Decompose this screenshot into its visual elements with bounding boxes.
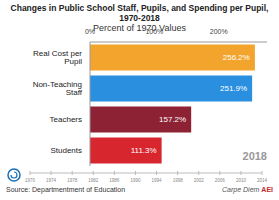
svg-text:200%: 200% <box>210 28 228 35</box>
svg-text:1986: 1986 <box>109 178 120 183</box>
svg-text:2010: 2010 <box>236 178 247 183</box>
svg-text:2006: 2006 <box>215 178 226 183</box>
svg-text:1974: 1974 <box>46 178 57 183</box>
svg-text:Non-TeachingStaff: Non-TeachingStaff <box>33 80 83 97</box>
svg-text:111.3%: 111.3% <box>131 146 157 155</box>
svg-text:256.2%: 256.2% <box>223 53 250 62</box>
svg-text:2014: 2014 <box>257 178 268 183</box>
svg-text:1998: 1998 <box>173 178 184 183</box>
svg-text:Students: Students <box>50 146 82 155</box>
svg-text:157.2%: 157.2% <box>159 115 186 124</box>
svg-text:1994: 1994 <box>152 178 163 183</box>
svg-text:1982: 1982 <box>88 178 99 183</box>
svg-text:1990: 1990 <box>130 178 141 183</box>
svg-text:2002: 2002 <box>194 178 205 183</box>
svg-text:Real Cost perPupil: Real Cost perPupil <box>33 49 82 66</box>
svg-text:251.9%: 251.9% <box>220 84 247 93</box>
svg-text:1978: 1978 <box>67 178 78 183</box>
svg-text:Teachers: Teachers <box>50 115 82 124</box>
svg-text:1970: 1970 <box>25 178 36 183</box>
svg-text:100%: 100% <box>145 28 163 35</box>
svg-text:0%: 0% <box>85 28 95 35</box>
